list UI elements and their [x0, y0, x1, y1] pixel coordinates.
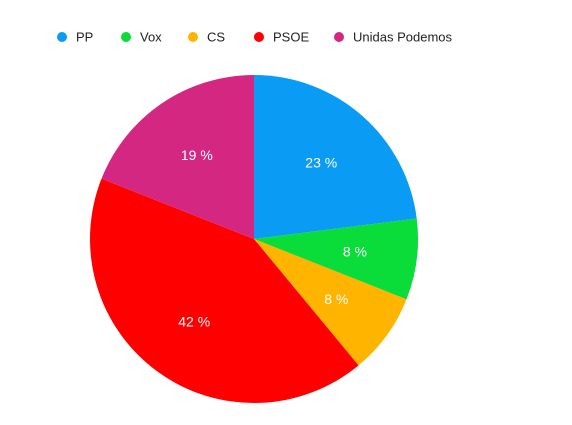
legend-label-cs: CS [207, 30, 225, 45]
legend-marker-unidas-podemos [334, 32, 344, 42]
pie-slices [90, 75, 418, 403]
pie-slice-pp [254, 75, 417, 239]
slice-label-unidas-podemos: 19 % [181, 147, 213, 163]
slice-label-vox: 8 % [343, 244, 367, 260]
legend-label-vox: Vox [140, 30, 162, 45]
legend: PP Vox CS PSOE Unidas Podemos [57, 30, 452, 45]
legend-marker-vox [121, 32, 131, 42]
pie-slice-unidas-podemos [101, 75, 254, 239]
pie-slice-vox [254, 218, 418, 300]
slice-label-pp: 23 % [305, 155, 337, 171]
legend-marker-psoe [254, 32, 264, 42]
legend-label-unidas-podemos: Unidas Podemos [353, 30, 452, 45]
legend-marker-pp [57, 32, 67, 42]
slice-label-psoe: 42 % [178, 313, 210, 329]
pie-slice-psoe [90, 178, 359, 403]
legend-label-pp: PP [76, 30, 93, 45]
slice-labels: 23 % 8 % 8 % 42 % 19 % [178, 147, 367, 329]
slice-label-cs: 8 % [324, 291, 348, 307]
legend-label-psoe: PSOE [273, 30, 309, 45]
pie-slice-cs [254, 239, 407, 366]
legend-marker-cs [188, 32, 198, 42]
